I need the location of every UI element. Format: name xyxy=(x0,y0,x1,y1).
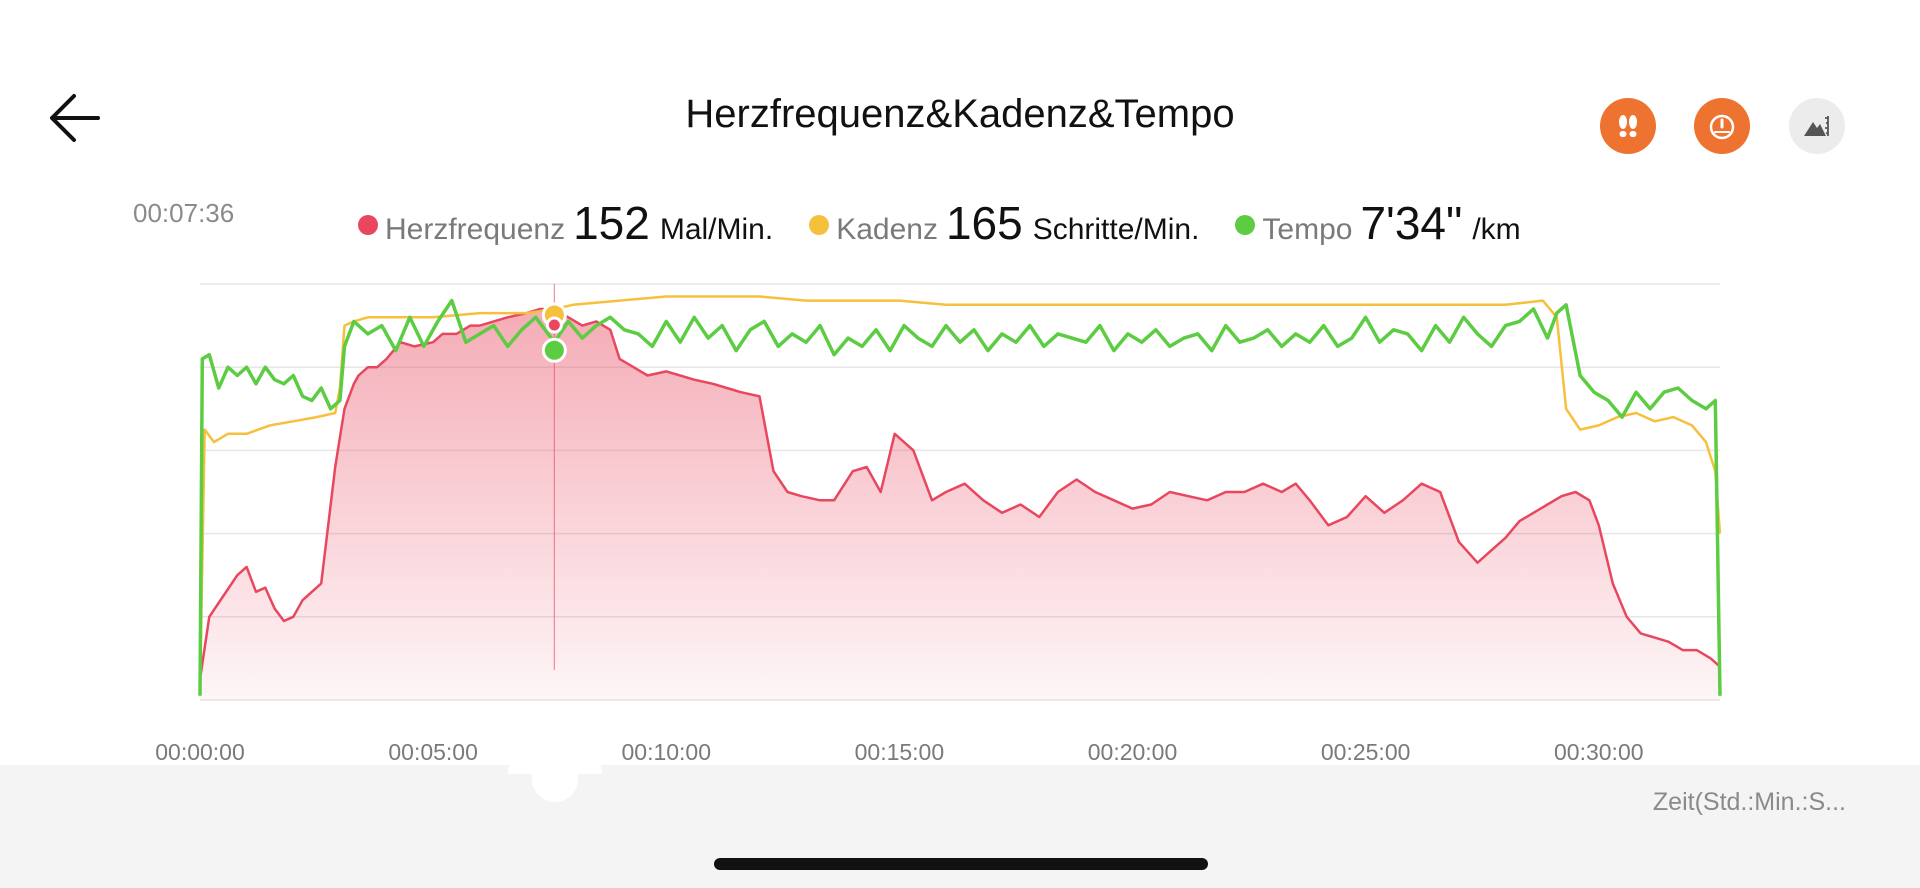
series-line-hr xyxy=(198,307,1721,680)
legend-pace-unit: /km xyxy=(1472,213,1521,246)
cadence-dot-icon xyxy=(809,215,830,235)
series-area-hr xyxy=(200,309,1720,700)
heart-rate-dot-icon xyxy=(358,215,378,235)
altitude-view-button[interactable] xyxy=(1789,98,1845,154)
legend-cadence-name: Kadenz xyxy=(836,213,938,246)
footsteps-icon xyxy=(1619,115,1637,137)
legend-hr-name: Herzfrequenz xyxy=(385,213,566,246)
pace-view-button[interactable] xyxy=(1694,98,1750,154)
legend-pace-name: Tempo xyxy=(1262,213,1353,246)
x-axis-title: Zeit(Std.:Min.:S... xyxy=(1652,788,1846,816)
page-title: Herzfrequenz&Kadenz&Tempo xyxy=(685,92,1235,136)
x-tick-label: 00:10:00 xyxy=(621,739,711,760)
legend-pace: Tempo 7'34" /km xyxy=(1235,196,1521,250)
legend-heart-rate: Herzfrequenz 152 Mal/Min. xyxy=(358,196,773,250)
legend-cadence: Kadenz 165 Schritte/Min. xyxy=(809,196,1199,250)
x-tick-label: 00:20:00 xyxy=(1088,739,1178,760)
x-tick-label: 00:05:00 xyxy=(388,739,478,760)
speedometer-icon xyxy=(1709,114,1735,140)
series-line-pace xyxy=(198,298,1722,696)
cursor-time-readout: 00:07:36 xyxy=(133,198,235,228)
legend-cadence-unit: Schritte/Min. xyxy=(1032,213,1200,246)
cursor-marker-pace xyxy=(541,337,567,363)
legend-hr-value: 152 xyxy=(573,197,650,249)
cadence-view-button[interactable] xyxy=(1600,98,1656,154)
cursor-marker-hr xyxy=(545,316,563,334)
x-tick-label: 00:25:00 xyxy=(1321,739,1411,760)
scrubber-handle[interactable] xyxy=(532,756,578,802)
x-tick-label: 00:30:00 xyxy=(1554,739,1644,760)
arrow-left-icon xyxy=(50,94,100,142)
timeline-scrubber-track[interactable] xyxy=(0,765,1920,855)
heart-rate-cadence-pace-chart[interactable]: 00:00:00 00:05:00 00:10:00 00:15:00 00:20:00… xyxy=(0,0,1920,760)
legend-hr-unit: Mal/Min. xyxy=(659,213,774,246)
back-button[interactable] xyxy=(44,86,108,150)
chart-legend: Herzfrequenz 152 Mal/Min. Kadenz 165 Sch… xyxy=(358,196,1557,249)
terrain-altitude-icon xyxy=(1804,116,1829,136)
x-tick-label: 00:00:00 xyxy=(155,739,245,760)
pace-dot-icon xyxy=(1235,215,1256,235)
x-tick-label: 00:15:00 xyxy=(855,739,945,760)
legend-cadence-value: 165 xyxy=(945,197,1023,249)
home-indicator xyxy=(714,858,1208,870)
legend-pace-value: 7'34" xyxy=(1360,197,1463,249)
